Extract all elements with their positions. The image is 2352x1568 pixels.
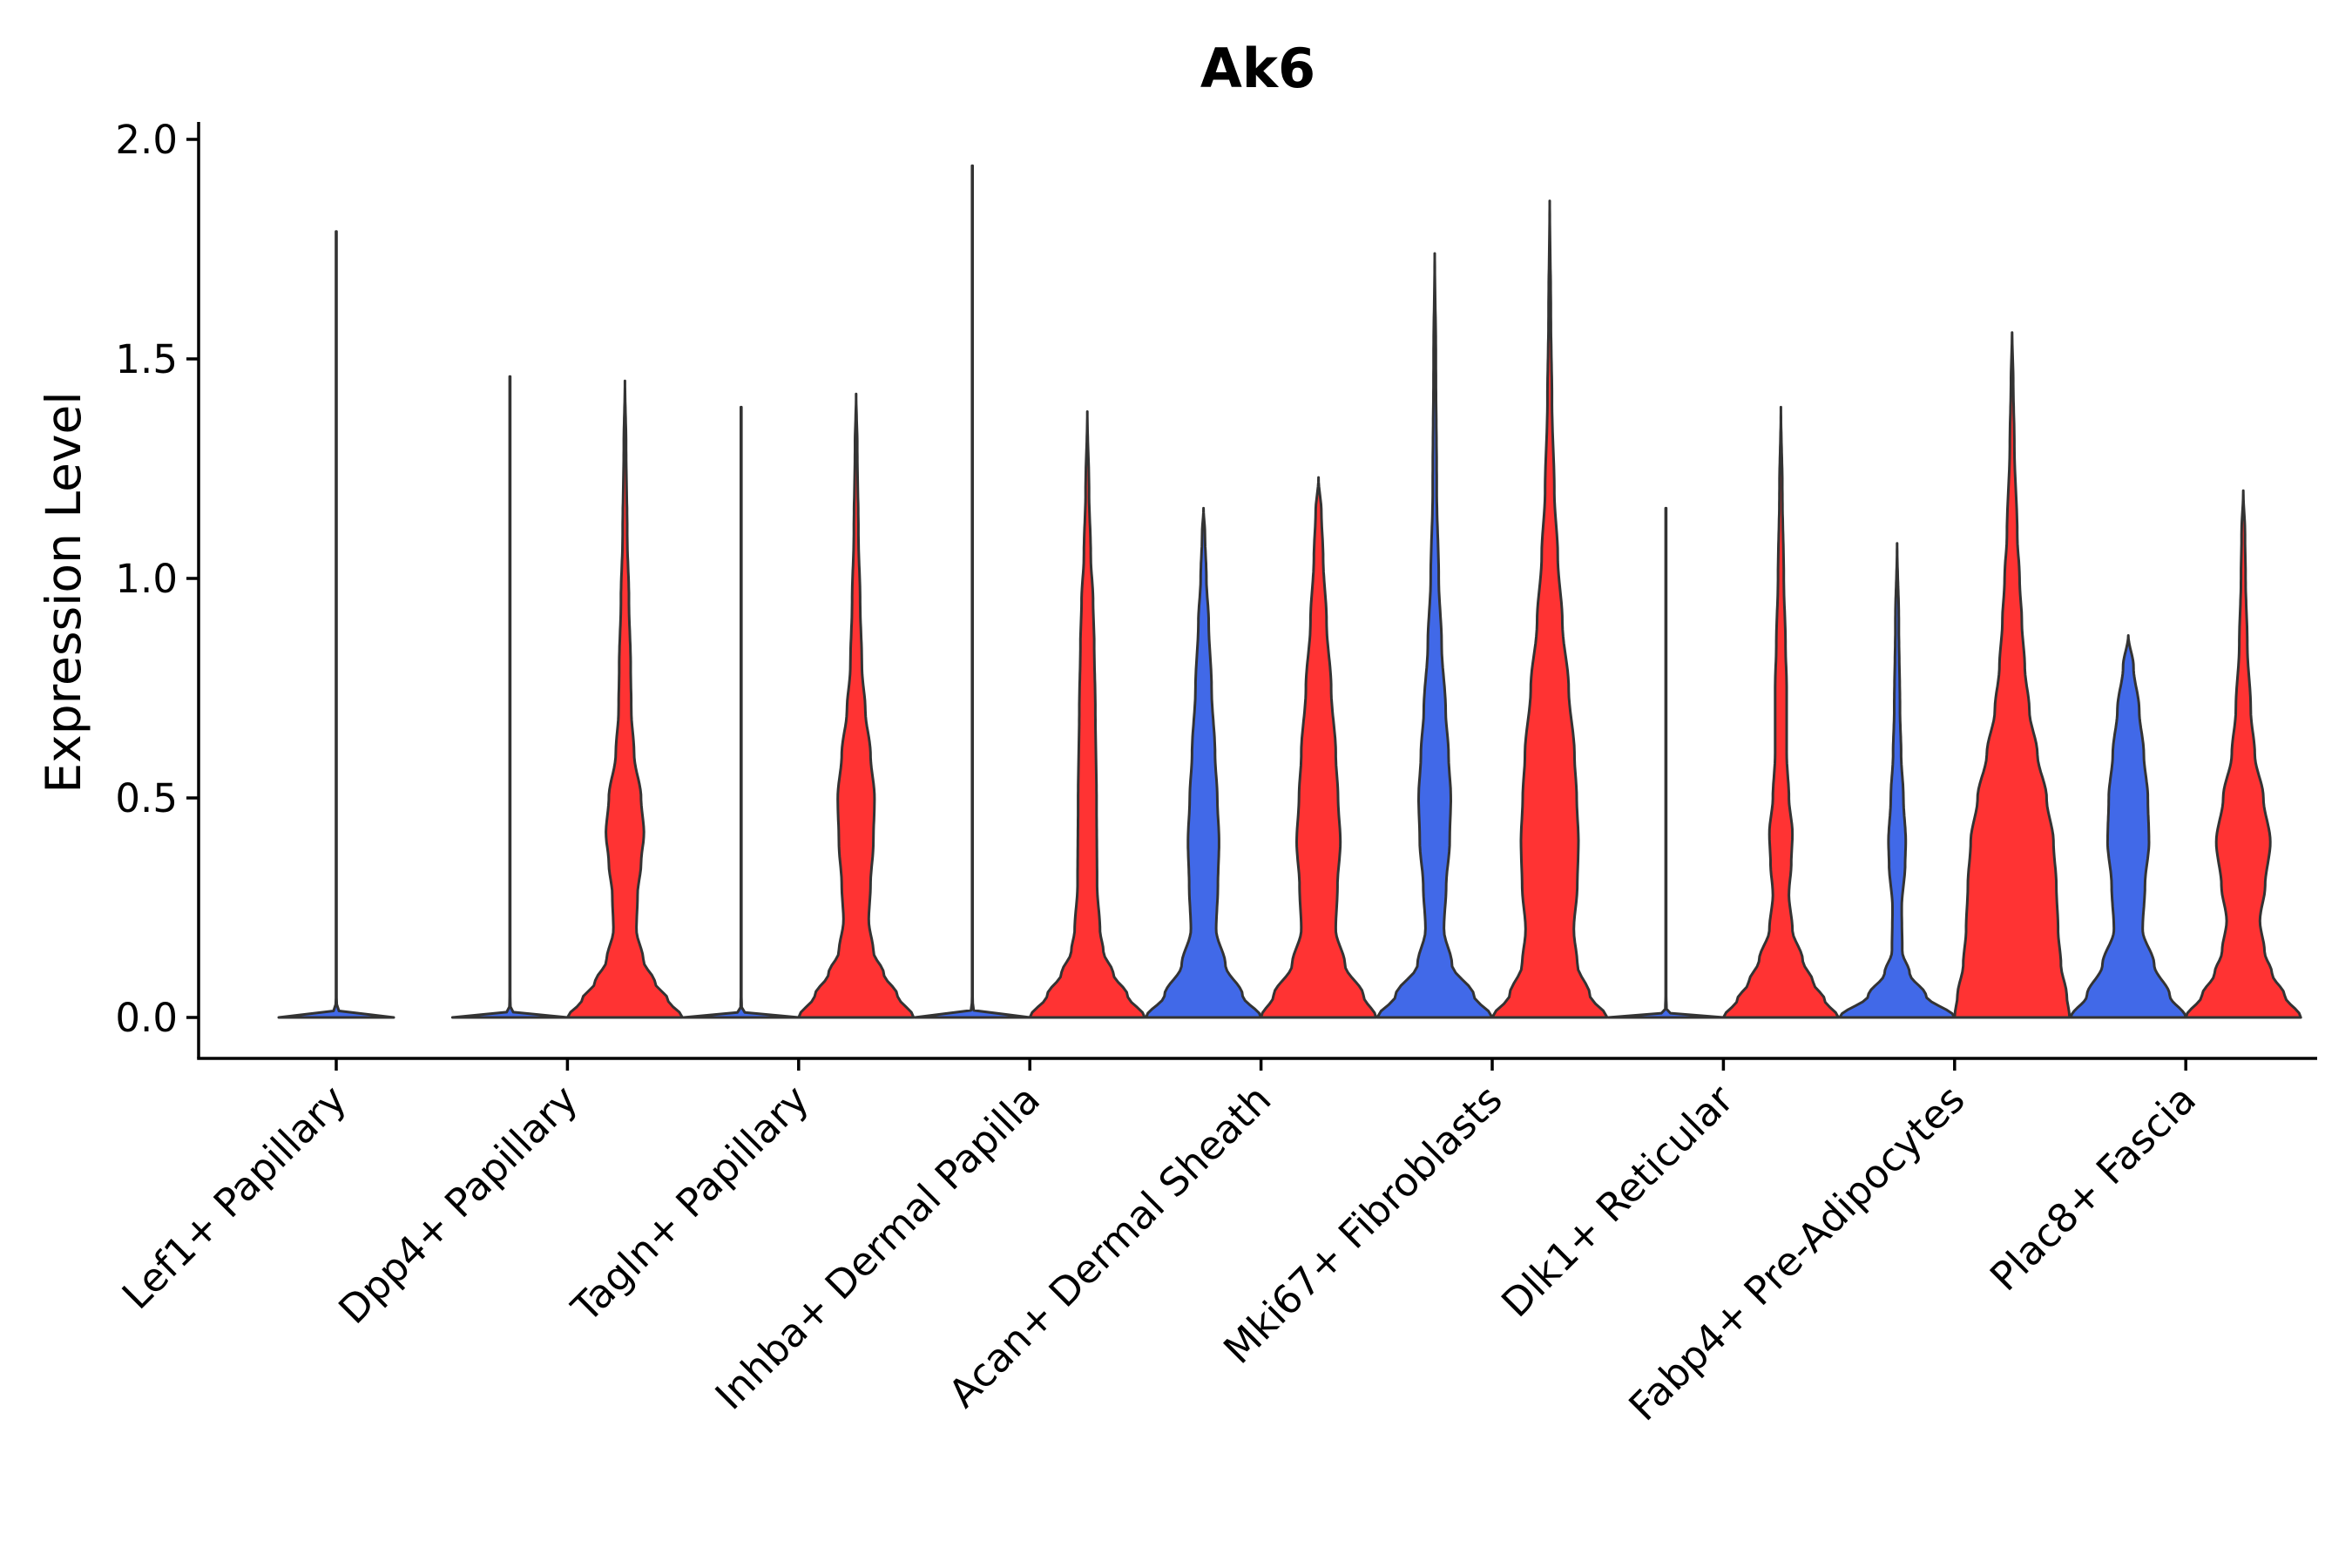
x-tick-label: Plac8+ Fascia: [1981, 1076, 2205, 1300]
chart-title: Ak6: [1200, 37, 1315, 100]
violins-layer: [277, 164, 2302, 1019]
y-tick-label: 0.5: [115, 775, 178, 821]
y-tick-labels: 0.0 0.5 1.0 1.5 2.0: [115, 117, 199, 1041]
violin-group-red-6: [1490, 199, 1609, 1019]
violin-group-red-4: [1028, 410, 1146, 1019]
violin-group-blue-5: [1145, 506, 1263, 1019]
y-tick-label: 1.5: [115, 336, 178, 382]
violin-group-red-5: [1260, 476, 1378, 1019]
violin-group-blue-4: [913, 164, 1031, 1019]
violin-group-blue-1: [277, 230, 395, 1019]
violin-group-red-9: [2184, 489, 2302, 1019]
y-axis-title: Expression Level: [36, 391, 91, 793]
violin-group-red-7: [1721, 405, 1840, 1019]
axes-layer: [197, 122, 2317, 1060]
violin-group-blue-3: [682, 405, 801, 1019]
x-tick-label: Dlk1+ Reticular: [1492, 1076, 1742, 1326]
violin-group-red-2: [565, 379, 684, 1019]
violin-group-red-3: [797, 392, 916, 1019]
x-tick-label: Dpp4+ Papillary: [329, 1076, 586, 1333]
violin-group-blue-6: [1375, 252, 1494, 1019]
y-tick-label: 0.0: [115, 995, 178, 1041]
y-tick-label: 1.0: [115, 556, 178, 602]
violin-group-blue-2: [450, 375, 569, 1019]
y-tick-label: 2.0: [115, 117, 178, 163]
violin-group-blue-7: [1606, 506, 1725, 1019]
x-tick-label: Lef1+ Papillary: [113, 1076, 355, 1318]
violin-group-blue-9: [2069, 634, 2187, 1019]
violin-group-red-8: [1953, 331, 2072, 1019]
violin-group-blue-8: [1838, 542, 1957, 1019]
x-tick-label: Tagln+ Papillary: [562, 1076, 817, 1331]
